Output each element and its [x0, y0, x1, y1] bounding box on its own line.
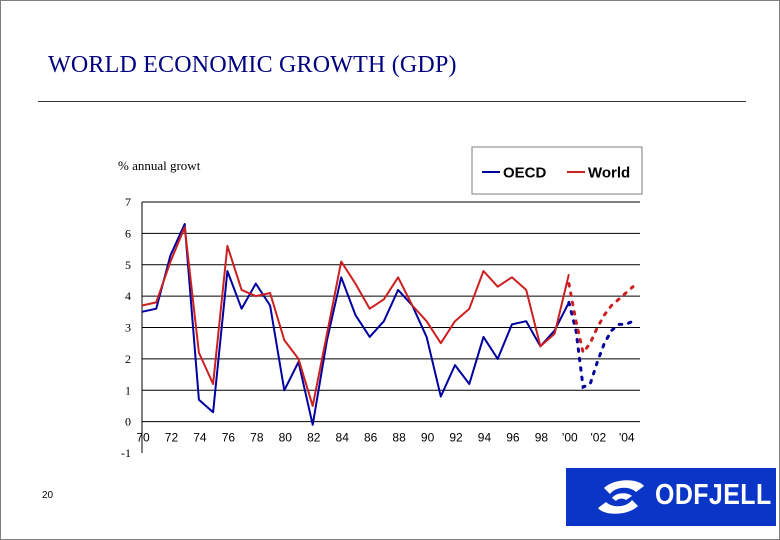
logo-wordmark: ODFJELL — [655, 479, 772, 511]
company-logo — [566, 468, 776, 526]
logo-mark-icon — [598, 480, 644, 514]
y-tick-label: 7 — [125, 195, 131, 209]
x-tick-label: 84 — [336, 431, 350, 445]
x-tick-label: 80 — [279, 431, 293, 445]
series-line-world — [141, 226, 570, 407]
x-tick-label: '04 — [619, 431, 635, 445]
legend-box — [471, 146, 643, 195]
x-tick-label: 72 — [165, 431, 179, 445]
y-tick-label: 5 — [125, 258, 131, 272]
series-forecast-world — [567, 282, 635, 357]
page-number: 20 — [42, 490, 54, 501]
y-tick-label: 1 — [125, 383, 131, 397]
x-tick-label: 98 — [535, 431, 549, 445]
x-tick-label: 94 — [478, 431, 492, 445]
series-line-oecd — [141, 223, 570, 426]
y-tick-label: 3 — [125, 321, 131, 335]
x-tick-label: 82 — [307, 431, 321, 445]
x-tick-label: 90 — [421, 431, 435, 445]
y-tick-label: 2 — [125, 352, 131, 366]
legend-label-oecd: OECD — [503, 165, 547, 182]
x-tick-label: 92 — [449, 431, 463, 445]
slide-title: WORLD ECONOMIC GROWTH (GDP) — [48, 52, 457, 78]
gridlines — [142, 201, 640, 423]
x-tick-label: 70 — [136, 431, 150, 445]
y-tick-label: 6 — [125, 226, 131, 240]
legend: OECD World — [471, 146, 643, 195]
x-tick-label: 88 — [392, 431, 406, 445]
y-tick-label: -1 — [121, 446, 131, 460]
series-lines — [141, 223, 635, 426]
title-divider — [38, 101, 746, 102]
x-tick-label: '00 — [562, 431, 578, 445]
x-tick-label: 76 — [222, 431, 236, 445]
x-tick-label: '02 — [590, 431, 606, 445]
x-tick-label: 96 — [506, 431, 520, 445]
y-axis-label: % annual growt — [118, 158, 201, 173]
series-forecast-oecd — [567, 300, 635, 390]
x-tick-label: 74 — [193, 431, 207, 445]
x-tick-label: 86 — [364, 431, 378, 445]
legend-label-world: World — [588, 165, 630, 182]
y-tick-label: 4 — [125, 289, 131, 303]
y-tick-label: 0 — [125, 415, 131, 429]
x-tick-label: 78 — [250, 431, 264, 445]
